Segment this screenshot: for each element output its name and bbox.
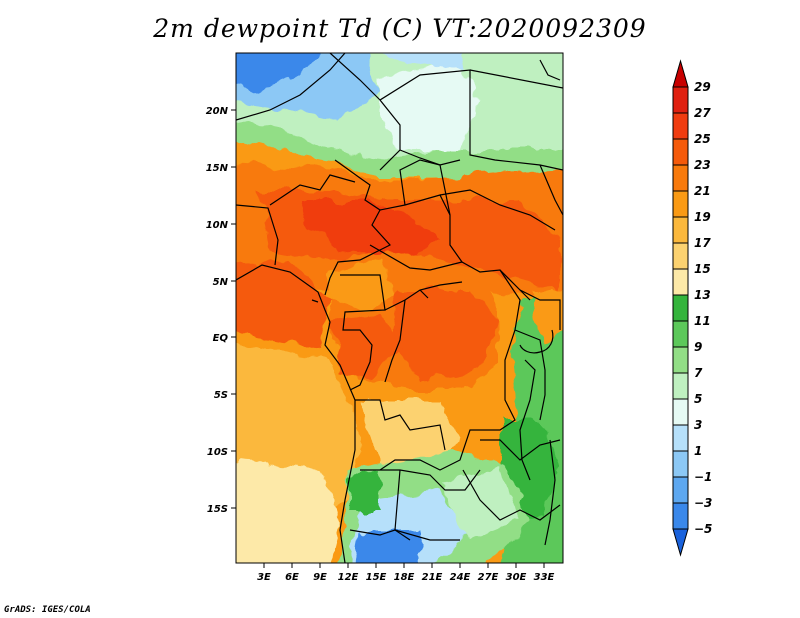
colorbar-swatch — [672, 112, 689, 140]
colorbar-label: 1 — [694, 444, 702, 458]
colorbar-label: 5 — [694, 392, 702, 406]
colorbar-label: 7 — [694, 366, 703, 380]
lat-label: 5S — [214, 390, 228, 401]
lon-label: 27E — [478, 572, 499, 583]
lon-label: 6E — [285, 572, 299, 583]
colorbar-swatch — [672, 320, 689, 348]
colorbar-swatch — [672, 346, 689, 374]
colorbar-swatch — [672, 268, 689, 296]
colorbar-swatch — [672, 398, 689, 426]
dewpoint-field — [236, 53, 563, 563]
lon-label: 18E — [394, 572, 415, 583]
colorbar-label: 11 — [694, 314, 711, 328]
colorbar-label: 25 — [694, 132, 711, 146]
lat-label: EQ — [213, 333, 229, 344]
colorbar-label: 19 — [694, 210, 711, 224]
lon-label: 30E — [506, 572, 527, 583]
lon-label: 9E — [313, 572, 327, 583]
colorbar-label: 9 — [694, 340, 702, 354]
lon-label: 15E — [366, 572, 387, 583]
colorbar-label: 17 — [694, 236, 711, 250]
grads-credit: GrADS: IGES/COLA — [4, 605, 91, 615]
colorbar-label: 27 — [694, 106, 711, 120]
colorbar-label: 15 — [694, 262, 711, 276]
map-title: 2m dewpoint Td (C) VT:2020092309 — [153, 14, 647, 43]
axis-ticks — [231, 109, 545, 568]
colorbar-bottom-triangle — [672, 528, 689, 557]
lat-label: 15S — [207, 504, 228, 515]
colorbar-top-triangle — [672, 59, 689, 88]
colorbar-label: 23 — [694, 158, 711, 172]
colorbar-swatch — [672, 86, 689, 114]
colorbar-label: 3 — [694, 418, 702, 432]
lon-label: 3E — [257, 572, 271, 583]
lon-label: 12E — [338, 572, 359, 583]
lat-label: 10S — [207, 447, 228, 458]
colorbar-swatch — [672, 138, 689, 166]
country-borders — [236, 53, 563, 563]
colorbar-swatch — [672, 164, 689, 192]
colorbar-label: −3 — [694, 496, 712, 510]
lon-label: 21E — [422, 572, 443, 583]
colorbar-swatch — [672, 372, 689, 400]
colorbar-swatch — [672, 424, 689, 452]
colorbar-label: 13 — [694, 288, 711, 302]
colorbar-swatch — [672, 242, 689, 270]
lat-label: 15N — [206, 163, 229, 174]
lat-label: 5N — [213, 277, 229, 288]
colorbar-swatch — [672, 294, 689, 322]
colorbar: 29 27 25 23 21 19 17 15 13 11 9 7 5 3 1 −1 −3 −5 — [672, 59, 712, 557]
lat-label: 20N — [206, 106, 229, 117]
colorbar-label: −1 — [694, 470, 712, 484]
lon-label: 33E — [534, 572, 555, 583]
colorbar-label: −5 — [694, 522, 712, 536]
colorbar-swatch — [672, 502, 689, 530]
map-frame — [235, 52, 564, 564]
lat-label: 10N — [206, 220, 229, 231]
colorbar-label: 29 — [694, 80, 711, 94]
lon-label: 24E — [450, 572, 471, 583]
colorbar-swatch — [672, 216, 689, 244]
colorbar-swatch — [672, 190, 689, 218]
colorbar-label: 21 — [694, 184, 711, 198]
colorbar-swatch — [672, 476, 689, 504]
colorbar-swatch — [672, 450, 689, 478]
